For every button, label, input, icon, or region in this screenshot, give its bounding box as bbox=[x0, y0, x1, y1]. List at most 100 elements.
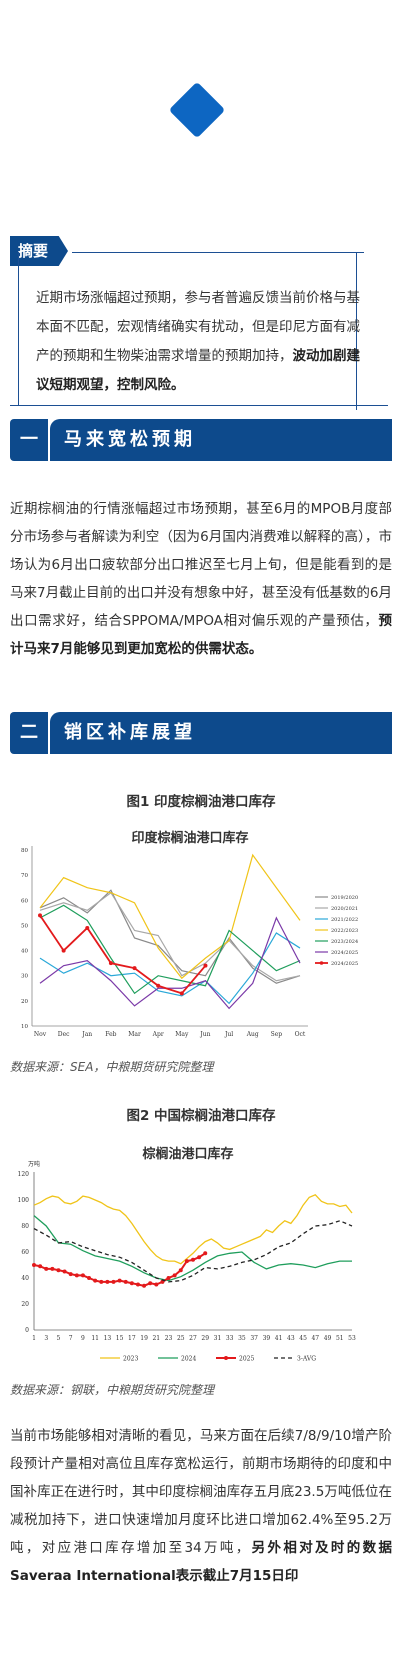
summary-text-plain: 近期市场涨幅超过预期，参与者普遍反馈当前价格与基本面不匹配，宏观情绪确实有扰动，… bbox=[36, 290, 360, 364]
summary-border-right bbox=[356, 252, 357, 410]
data-point bbox=[68, 1272, 73, 1277]
y-tick-label: 40 bbox=[21, 949, 28, 955]
data-point bbox=[93, 1278, 98, 1283]
data-point bbox=[203, 963, 208, 968]
x-tick-label: 45 bbox=[299, 1335, 307, 1342]
data-point bbox=[99, 1279, 104, 1284]
legend-label: 2021/2022 bbox=[331, 917, 358, 923]
y-tick-label: 100 bbox=[18, 1197, 30, 1204]
summary-box: 近期市场涨幅超过预期，参与者普遍反馈当前价格与基本面不匹配，宏观情绪确实有扰动，… bbox=[10, 252, 388, 410]
data-point bbox=[117, 1278, 122, 1283]
data-point bbox=[132, 966, 137, 971]
data-point bbox=[191, 1257, 195, 1262]
x-tick-label: Jul bbox=[224, 1031, 233, 1038]
x-tick-label: 47 bbox=[311, 1335, 319, 1342]
x-tick-label: May bbox=[175, 1031, 189, 1038]
x-tick-label: 53 bbox=[348, 1335, 356, 1342]
x-tick-label: 19 bbox=[140, 1335, 148, 1342]
diamond-logo-icon bbox=[168, 81, 226, 139]
figure-2-source: 数据来源：钢联，中粮期货研究院整理 bbox=[10, 1383, 215, 1397]
x-tick-label: Jan bbox=[81, 1031, 92, 1038]
series-line bbox=[39, 914, 207, 995]
series-line bbox=[33, 1194, 353, 1265]
paragraph-2-bold: 另外相对及时的数据Saveraa International表示截止7月15日印 bbox=[10, 1540, 393, 1584]
chart-title: 棕榈油港口库存 bbox=[141, 1146, 233, 1162]
paragraph-1-plain: 近期棕榈油的行情涨幅超过市场预期，甚至6月的MPOB月度部分市场参与者解读为利空… bbox=[10, 501, 392, 629]
summary-text-bold: 波动加剧建议短期观望，控制风险。 bbox=[36, 348, 360, 393]
paragraph-1-bold: 预计马来7月能够见到更加宽松的供需状态。 bbox=[10, 613, 392, 657]
data-point bbox=[111, 1279, 116, 1284]
x-tick-label: 5 bbox=[57, 1335, 61, 1342]
data-point bbox=[123, 1279, 128, 1284]
x-tick-label: Feb bbox=[105, 1031, 116, 1038]
data-point bbox=[38, 913, 42, 918]
data-point bbox=[74, 1273, 79, 1278]
legend-label: 3-AVG bbox=[297, 1356, 316, 1363]
legend-label: 2022/2023 bbox=[331, 928, 358, 934]
x-tick-label: Aug bbox=[246, 1031, 259, 1038]
data-point bbox=[56, 1268, 61, 1273]
data-point bbox=[61, 948, 66, 953]
y-tick-label: 80 bbox=[21, 848, 28, 854]
data-point bbox=[80, 1273, 85, 1278]
x-tick-label: Mar bbox=[128, 1031, 141, 1038]
summary-border-left bbox=[18, 252, 19, 406]
india-stock-chart: 印度棕榈油港口库存 10 20 30 40 50 60 70 80 Nov Dec Jan Feb Mar… bbox=[21, 830, 358, 1038]
x-tick-label: 49 bbox=[324, 1335, 332, 1342]
series-line bbox=[39, 904, 301, 995]
legend-label: 2024/2025 bbox=[331, 961, 358, 967]
x-tick-label: Dec bbox=[58, 1031, 70, 1038]
y-tick-label: 40 bbox=[21, 1275, 29, 1282]
data-point bbox=[50, 1266, 55, 1271]
data-point bbox=[156, 983, 161, 988]
x-tick-label: 7 bbox=[69, 1335, 73, 1342]
section-title: 销区补库展望 bbox=[50, 712, 392, 754]
chart-title: 印度棕榈油港口库存 bbox=[131, 830, 248, 846]
data-point bbox=[105, 1279, 110, 1284]
x-tick-label: Nov bbox=[34, 1031, 47, 1038]
y-tick-label: 20 bbox=[21, 1301, 29, 1308]
data-point bbox=[142, 1283, 147, 1288]
data-point bbox=[166, 1276, 171, 1280]
legend-label: 2024 bbox=[181, 1356, 196, 1363]
y-tick-label: 30 bbox=[21, 974, 28, 980]
x-tick-label: 41 bbox=[275, 1335, 283, 1342]
data-point bbox=[32, 1263, 36, 1267]
legend-label: 2023/2024 bbox=[331, 939, 358, 945]
section-number: 一 bbox=[10, 419, 48, 461]
y-tick-label: 60 bbox=[21, 1249, 29, 1256]
paragraph-1: 近期棕榈油的行情涨幅超过市场预期，甚至6月的MPOB月度部分市场参与者解读为利空… bbox=[10, 495, 392, 663]
x-tick-label: 35 bbox=[238, 1335, 246, 1342]
data-point bbox=[38, 1264, 43, 1269]
x-tick-label: 43 bbox=[287, 1335, 295, 1342]
x-tick-label: Jun bbox=[199, 1031, 210, 1038]
legend-marker bbox=[319, 961, 324, 965]
data-point bbox=[197, 1255, 202, 1260]
x-tick-label: 27 bbox=[189, 1335, 197, 1342]
x-tick-label: Apr bbox=[152, 1031, 164, 1038]
data-point bbox=[85, 925, 90, 930]
x-tick-label: 11 bbox=[91, 1335, 99, 1342]
figure-1-source: 数据来源：SEA，中粮期货研究院整理 bbox=[10, 1060, 214, 1074]
x-tick-label: 31 bbox=[214, 1335, 222, 1342]
legend-label: 2020/2021 bbox=[331, 906, 358, 912]
y-tick-label: 70 bbox=[21, 873, 28, 879]
y-tick-label: 80 bbox=[21, 1223, 29, 1230]
section-number: 二 bbox=[10, 712, 48, 754]
data-point bbox=[178, 1268, 183, 1273]
data-point bbox=[62, 1269, 67, 1274]
section-header-2: 二 销区补库展望 bbox=[10, 712, 392, 754]
x-tick-label: 39 bbox=[263, 1335, 271, 1342]
x-tick-label: 17 bbox=[128, 1335, 136, 1342]
y-tick-label: 60 bbox=[21, 898, 28, 904]
x-tick-label: 51 bbox=[336, 1335, 344, 1342]
data-point bbox=[148, 1281, 153, 1286]
series-line bbox=[33, 1220, 353, 1283]
data-point bbox=[203, 1251, 208, 1256]
figure-2-caption: 图2 中国棕榈油港口库存 bbox=[126, 1108, 276, 1124]
section-title: 马来宽松预期 bbox=[50, 419, 392, 461]
y-tick-label: 10 bbox=[21, 1024, 28, 1030]
data-point bbox=[135, 1282, 140, 1287]
